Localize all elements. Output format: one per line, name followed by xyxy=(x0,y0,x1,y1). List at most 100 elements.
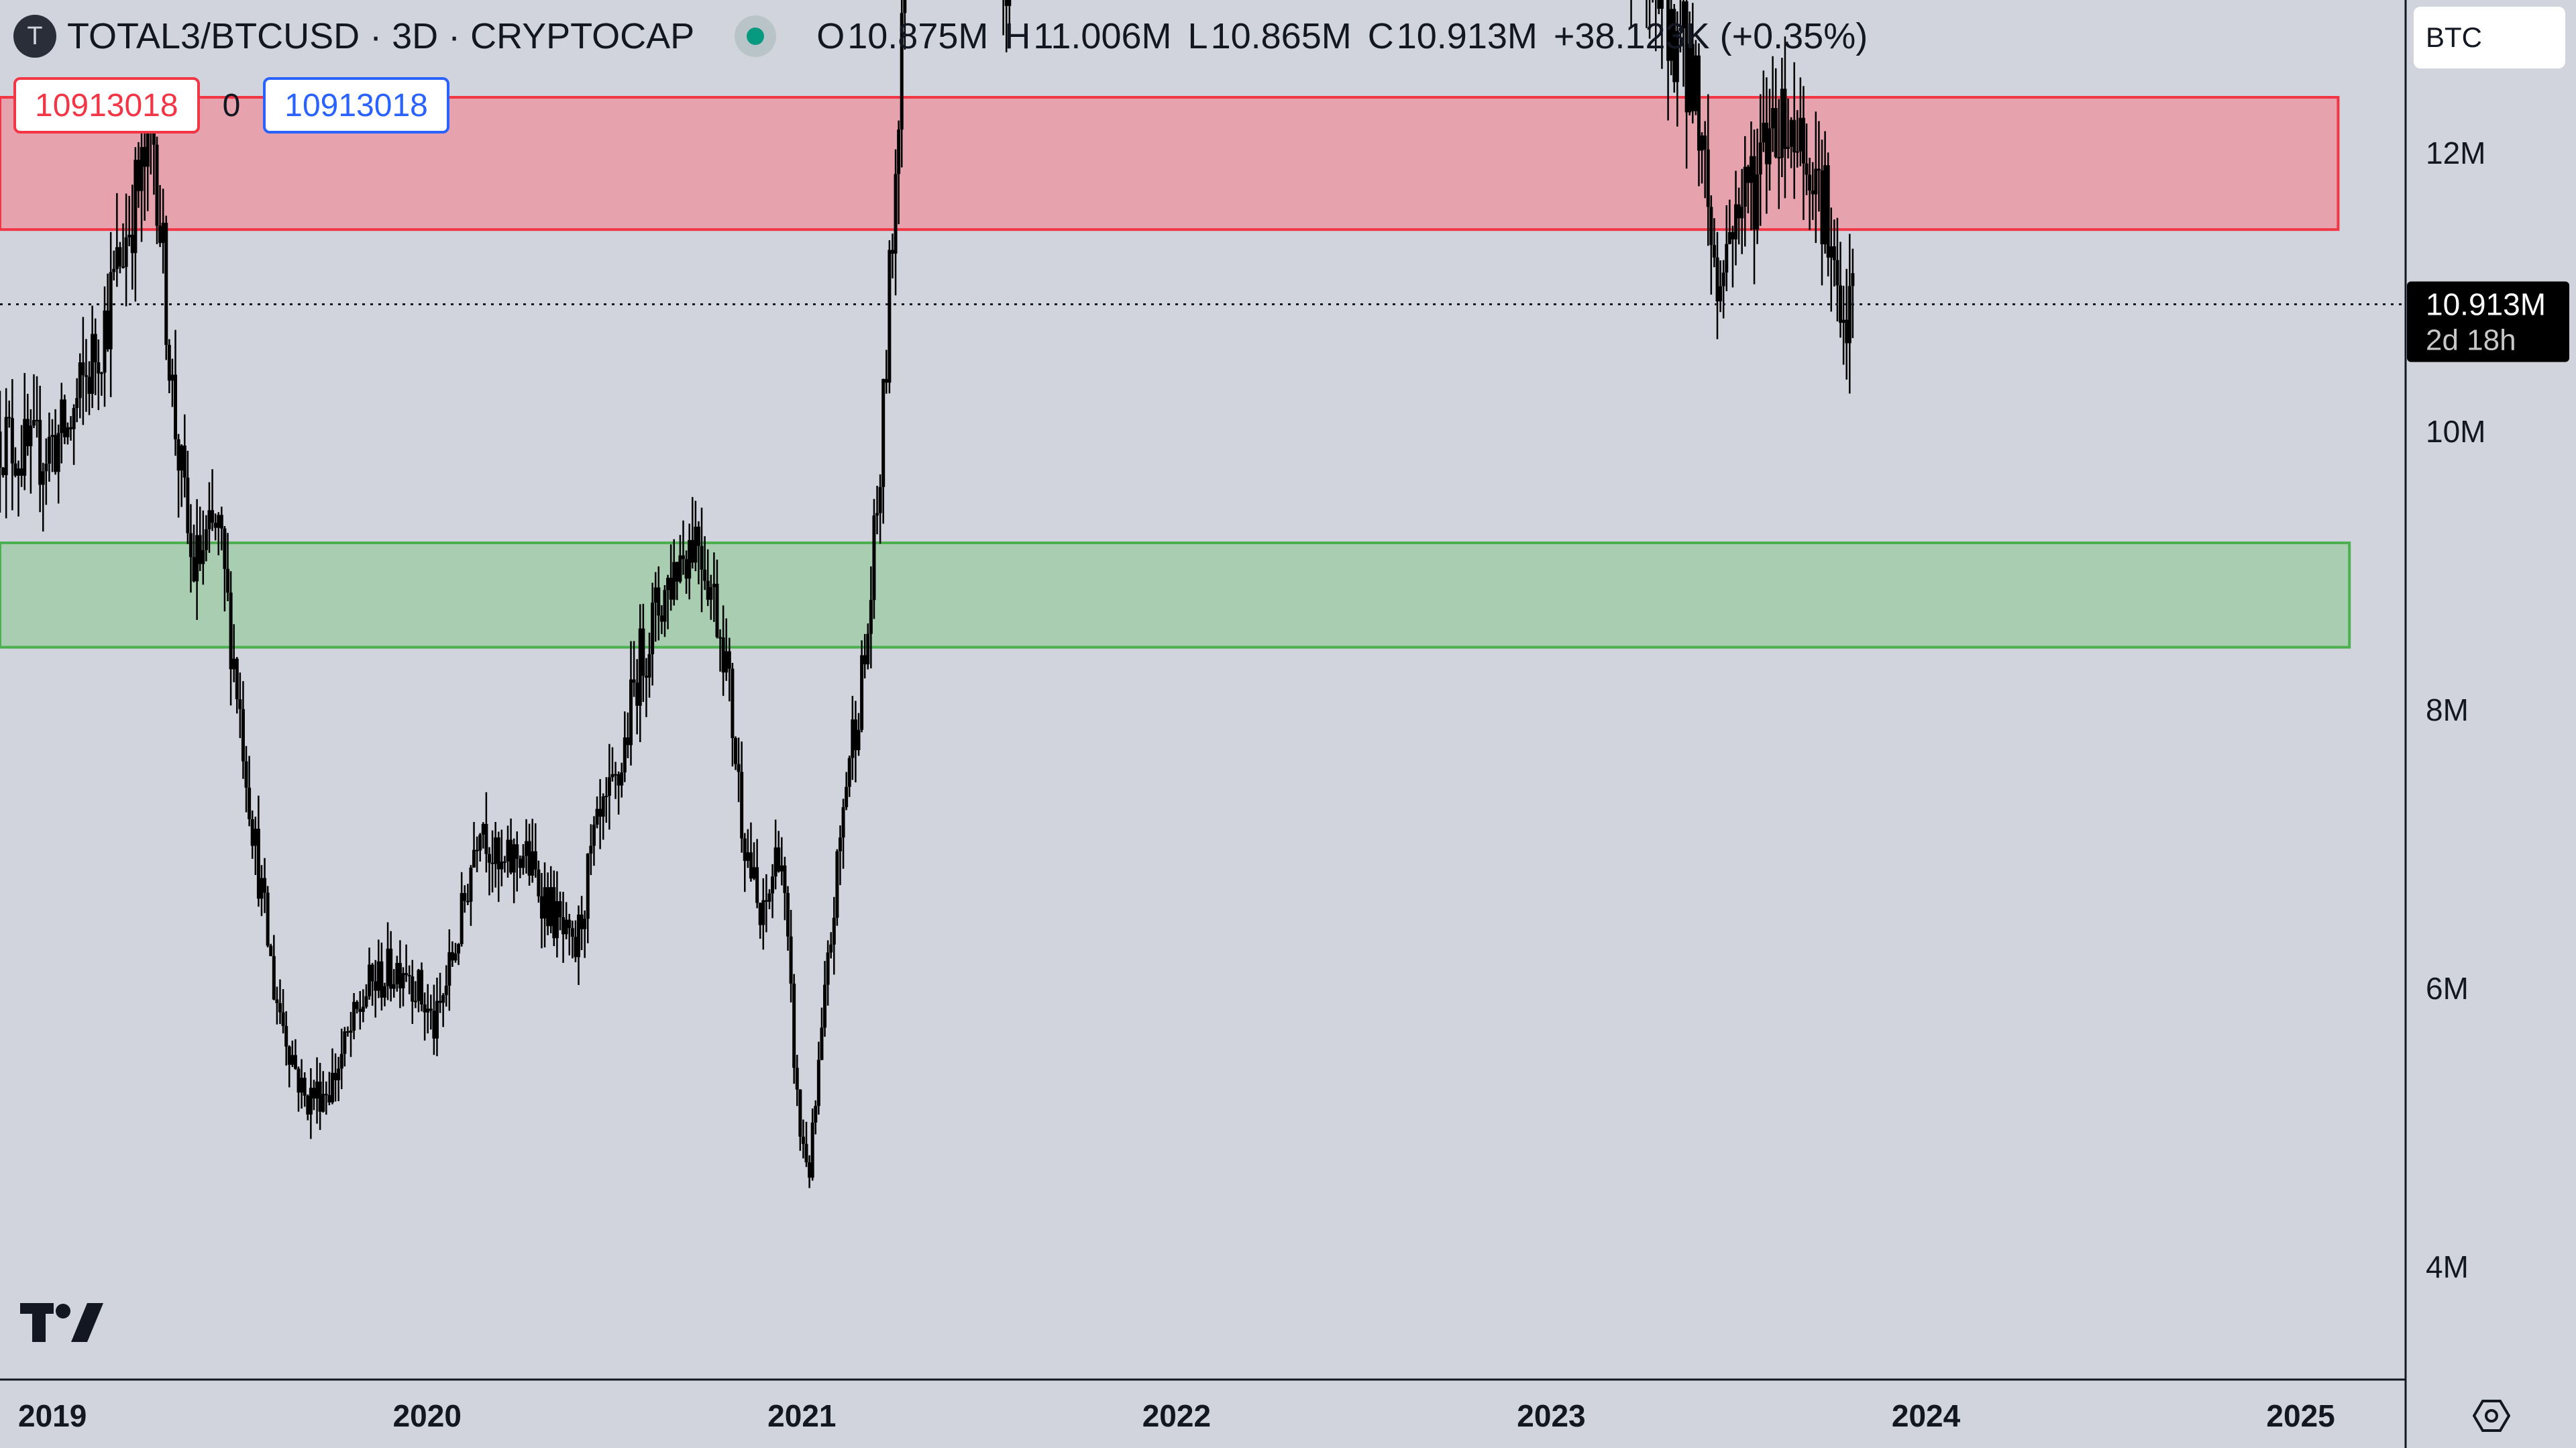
candle-body xyxy=(506,839,510,862)
ohlc-low: L10.865M xyxy=(1187,16,1352,56)
candle-body xyxy=(635,682,639,706)
candle-body xyxy=(580,915,584,929)
candle-body xyxy=(19,468,23,476)
candle-body xyxy=(1771,107,1775,129)
candle-body xyxy=(352,1002,356,1031)
candle-body xyxy=(688,539,692,579)
candle-body xyxy=(7,417,11,419)
symbol-logo-icon[interactable]: T xyxy=(13,15,56,58)
y-tick-label: 6M xyxy=(2426,971,2469,1006)
candle-body xyxy=(250,819,254,846)
candle-body xyxy=(413,1000,417,1002)
candle-body xyxy=(1709,207,1713,246)
candle-body xyxy=(853,719,857,751)
candle-body xyxy=(115,247,119,269)
candle-body xyxy=(361,1006,365,1013)
candle-body xyxy=(244,761,248,788)
candle-body xyxy=(170,374,174,381)
candle-body xyxy=(392,984,396,989)
candle-body xyxy=(192,557,196,582)
candle-body xyxy=(558,901,562,917)
candle-body xyxy=(1811,190,1815,195)
candle-body xyxy=(810,1122,814,1178)
candle-body xyxy=(1712,245,1716,258)
candle-body xyxy=(161,222,165,244)
candle-body xyxy=(324,1094,328,1096)
candle-body xyxy=(315,1081,319,1099)
candle-body xyxy=(651,603,655,654)
candle-body xyxy=(164,222,168,346)
candle-body xyxy=(44,464,48,472)
tradingview-logo-icon[interactable] xyxy=(20,1300,103,1351)
market-status-icon[interactable] xyxy=(735,15,777,57)
candle-body xyxy=(23,419,27,476)
y-tick-label: 10M xyxy=(2426,414,2485,449)
candle-body xyxy=(1731,231,1735,240)
candle-body xyxy=(423,1004,427,1013)
candle-body xyxy=(641,628,645,676)
candle-body xyxy=(223,528,227,569)
current-price-value: 10.913M xyxy=(2426,287,2546,322)
candle-body xyxy=(620,772,624,786)
candle-body xyxy=(260,878,264,899)
candle-body xyxy=(777,847,781,872)
ohlc-open: O10.875M xyxy=(816,16,989,56)
candle-body xyxy=(38,419,42,485)
buy-button[interactable]: 10913018 xyxy=(263,77,449,134)
candle-body xyxy=(66,427,70,437)
x-tick-label: 2024 xyxy=(1892,1398,1961,1433)
support-zone[interactable] xyxy=(0,541,2351,649)
candle-body xyxy=(174,374,178,439)
x-tick-label: 2023 xyxy=(1517,1398,1585,1433)
candle-body xyxy=(1,467,5,476)
candle-body xyxy=(749,852,753,879)
candle-body xyxy=(835,851,839,918)
candle-body xyxy=(1703,135,1707,150)
y-tick-label: 8M xyxy=(2426,692,2469,727)
candle-body xyxy=(254,829,258,846)
candle-body xyxy=(561,917,566,935)
currency-button[interactable]: BTC xyxy=(2414,7,2565,68)
candle-body xyxy=(743,838,747,862)
candle-body xyxy=(826,952,830,985)
candle-body xyxy=(309,1088,313,1115)
candle-body xyxy=(1805,163,1809,175)
candle-body xyxy=(820,1027,824,1060)
candle-body xyxy=(847,758,851,787)
candle-body xyxy=(1690,44,1695,111)
symbol-title[interactable]: TOTAL3/BTCUSD · 3D · CRYPTOCAP xyxy=(67,16,695,56)
candle-body xyxy=(201,550,205,564)
candle-body xyxy=(1666,0,1670,61)
candle-body xyxy=(198,535,202,564)
candle-body xyxy=(374,981,378,991)
candle-body xyxy=(109,272,113,350)
candle-body xyxy=(358,1009,362,1013)
candle-body xyxy=(1768,128,1772,164)
candle-body xyxy=(0,431,2,468)
candle-body xyxy=(453,953,458,961)
candle-body xyxy=(25,419,30,447)
candle-body xyxy=(669,578,673,600)
candle-body xyxy=(143,147,147,167)
candle-body xyxy=(1823,165,1827,245)
candle-body xyxy=(586,854,590,919)
candle-body xyxy=(50,435,54,437)
candle-body xyxy=(703,569,707,581)
candle-body xyxy=(629,679,633,745)
gear-icon[interactable] xyxy=(2471,1396,2512,1436)
candle-body xyxy=(1817,168,1821,171)
sell-button[interactable]: 10913018 xyxy=(13,77,200,134)
candle-body xyxy=(1752,156,1756,230)
candle-body xyxy=(733,737,737,764)
candle-body xyxy=(795,1068,799,1090)
candle-body xyxy=(598,809,602,817)
candle-body xyxy=(829,944,833,953)
candles-layer xyxy=(0,0,1855,1188)
candle-body xyxy=(124,237,128,267)
candle-body xyxy=(32,420,36,426)
candle-body xyxy=(118,247,122,267)
candle-body xyxy=(263,878,267,893)
candle-body xyxy=(219,515,223,529)
candle-body xyxy=(1839,285,1843,323)
